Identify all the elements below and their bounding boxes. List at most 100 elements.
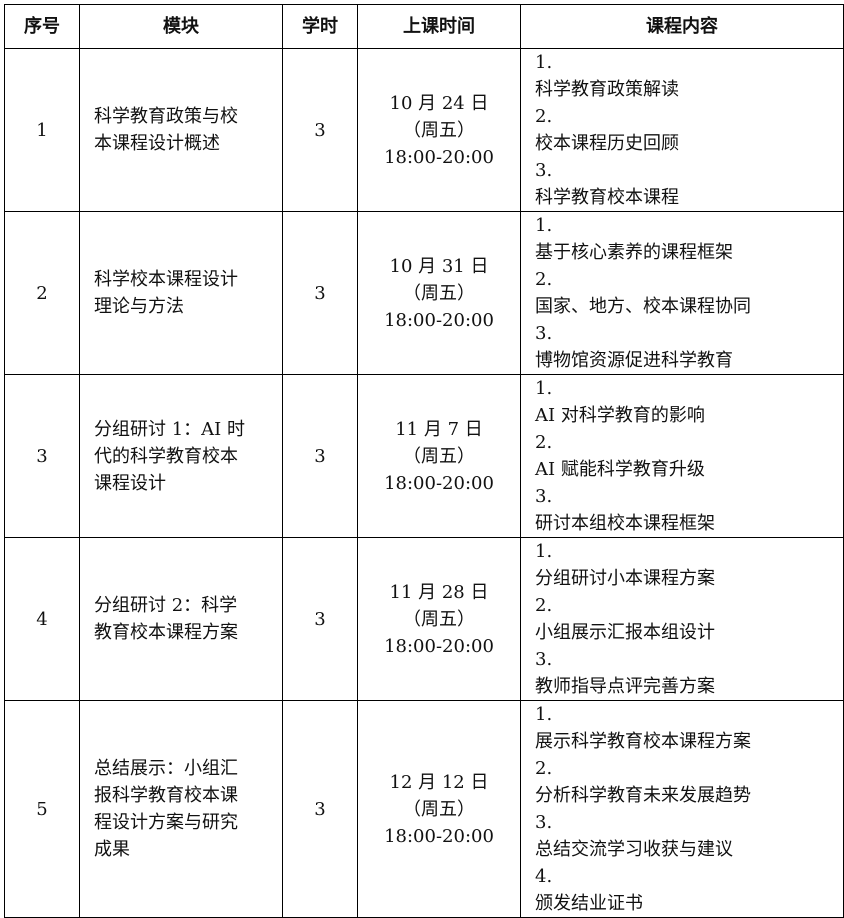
date-text: 11 月 7 日 [395, 418, 483, 440]
hours-cell: 3 [282, 537, 358, 701]
header-module: 模块 [79, 4, 283, 49]
content-list-item: 1. 科学教育政策解读 [535, 49, 843, 103]
list-text: 科学教育校本课程 [535, 187, 679, 208]
module-text-line: 成果 [94, 839, 130, 860]
time-cell: 10 月 24 日 （周五） 18:00-20:00 [357, 48, 521, 212]
content-list-item: 1. AI 对科学教育的影响 [535, 375, 843, 429]
list-text: 国家、地方、校本课程协同 [535, 296, 751, 317]
module-text-line: 报科学教育校本课 [94, 785, 238, 806]
module-cell: 总结展示：小组汇 报科学教育校本课 程设计方案与研究 成果 [79, 700, 283, 918]
list-number: 2. [535, 106, 553, 127]
index-cell: 5 [4, 700, 80, 918]
table-row: 3 分组研讨 1：AI 时代的科学教育校本 课程设计 3 11 月 7 日（周五） 18:… [4, 374, 844, 538]
module-text-line: 总结展示：小组汇 [94, 758, 238, 779]
content-list-item: 4. 颁发结业证书 [535, 863, 843, 917]
content-list-item: 1. 基于核心素养的课程框架 [535, 212, 843, 266]
date-text: 10 月 24 日 [389, 92, 489, 114]
content-list-item: 3. 教师指导点评完善方案 [535, 646, 843, 700]
hours-cell: 3 [282, 374, 358, 538]
weekday-text: （周五） [403, 445, 475, 467]
list-text: AI 对科学教育的影响 [535, 405, 705, 426]
index-cell: 1 [4, 48, 80, 212]
time-range-text: 18:00-20:00 [384, 635, 494, 657]
weekday-text: （周五） [403, 282, 475, 304]
time-cell: 12 月 12 日 （周五） 18:00-20:00 [357, 700, 521, 918]
list-text: 校本课程历史回顾 [535, 133, 679, 154]
table-row: 2 科学校本课程设计 理论与方法 3 10 月 31 日（周五） 18:00-20:00 1… [4, 211, 844, 375]
content-cell: 1. 基于核心素养的课程框架 2. 国家、地方、校本课程协同 3. 博物馆资源促进科学教育 [520, 211, 844, 375]
list-text: 教师指导点评完善方案 [535, 676, 715, 697]
list-text: AI 赋能科学教育升级 [535, 459, 705, 480]
time-cell: 11 月 28 日 （周五） 18:00-20:00 [357, 537, 521, 701]
content-cell: 1. 科学教育政策解读 2. 校本课程历史回顾 3. 科学教育校本课程 [520, 48, 844, 212]
header-row: 序号 模块 学时 上课时间 课程内容 [4, 4, 844, 49]
list-number: 3. [535, 160, 553, 181]
date-text: 11 月 28 日 [389, 581, 489, 603]
list-text: 总结交流学习收获与建议 [535, 839, 733, 860]
weekday-text: （周五） [403, 608, 475, 630]
header-content: 课程内容 [520, 4, 844, 49]
content-list-item: 3. 科学教育校本课程 [535, 157, 843, 211]
list-number: 1. [535, 378, 553, 399]
list-text: 分析科学教育未来发展趋势 [535, 785, 751, 806]
weekday-text: （周五） [403, 798, 475, 820]
module-text-line: 理论与方法 [94, 296, 184, 317]
list-number: 3. [535, 649, 553, 670]
module-text-line: 分组研讨 2：科学 [94, 595, 238, 616]
module-text-line: 代的科学教育校本 [94, 445, 238, 467]
list-text: 基于核心素养的课程框架 [535, 242, 733, 263]
module-text-line: 教育校本课程方案 [94, 622, 238, 643]
module-cell: 分组研讨 2：科学 教育校本课程方案 [79, 537, 283, 701]
date-text: 10 月 31 日 [389, 255, 489, 277]
list-text: 颁发结业证书 [535, 893, 643, 914]
weekday-text: （周五） [403, 119, 475, 141]
list-number: 2. [535, 595, 553, 616]
time-range-text: 18:00-20:00 [384, 146, 494, 168]
list-text: 小组展示汇报本组设计 [535, 622, 715, 643]
module-cell: 分组研讨 1：AI 时代的科学教育校本 课程设计 [79, 374, 283, 538]
hours-cell: 3 [282, 211, 358, 375]
module-text-line: 科学校本课程设计 [94, 269, 238, 290]
content-list-item: 1. 展示科学教育校本课程方案 [535, 701, 843, 755]
time-range-text: 18:00-20:00 [384, 309, 494, 331]
list-number: 4. [535, 866, 553, 887]
list-number: 1. [535, 52, 553, 73]
list-number: 3. [535, 812, 553, 833]
header-index: 序号 [4, 4, 80, 49]
list-number: 3. [535, 486, 553, 507]
index-cell: 3 [4, 374, 80, 538]
time-range-text: 18:00-20:00 [384, 825, 494, 847]
content-cell: 1. 分组研讨小本课程方案 2. 小组展示汇报本组设计 3. 教师指导点评完善方案 [520, 537, 844, 701]
content-list-item: 2. AI 赋能科学教育升级 [535, 429, 843, 483]
content-list-item: 3. 研讨本组校本课程框架 [535, 483, 843, 537]
time-range-text: 18:00-20:00 [384, 472, 494, 494]
content-list-item: 2. 小组展示汇报本组设计 [535, 592, 843, 646]
list-text: 科学教育政策解读 [535, 79, 679, 100]
list-text: 分组研讨小本课程方案 [535, 568, 715, 589]
list-number: 1. [535, 704, 553, 725]
list-number: 1. [535, 215, 553, 236]
module-text-line: 本课程设计概述 [94, 133, 220, 154]
module-text-line: 科学教育政策与校 [94, 106, 238, 127]
module-cell: 科学教育政策与校 本课程设计概述 [79, 48, 283, 212]
list-number: 2. [535, 432, 553, 453]
list-text: 展示科学教育校本课程方案 [535, 731, 751, 752]
list-number: 1. [535, 541, 553, 562]
date-text: 12 月 12 日 [389, 771, 489, 793]
table-row: 4 分组研讨 2：科学 教育校本课程方案 3 11 月 28 日（周五） 18:00-20… [4, 537, 844, 701]
module-cell: 科学校本课程设计 理论与方法 [79, 211, 283, 375]
module-text-line: 分组研讨 1：AI 时 [94, 418, 246, 440]
module-text-line: 课程设计 [94, 472, 166, 494]
table-row: 1 科学教育政策与校 本课程设计概述 3 10 月 24 日（周五） 18:00-20:0… [4, 48, 844, 212]
list-text: 研讨本组校本课程框架 [535, 513, 715, 534]
content-list-item: 3. 博物馆资源促进科学教育 [535, 320, 843, 374]
table-row: 5 总结展示：小组汇 报科学教育校本课 程设计方案与研究 成果 3 12 月 12 日 （周五… [4, 700, 844, 918]
content-list-item: 1. 分组研讨小本课程方案 [535, 538, 843, 592]
list-number: 2. [535, 269, 553, 290]
list-number: 2. [535, 758, 553, 779]
time-cell: 11 月 7 日 （周五） 18:00-20:00 [357, 374, 521, 538]
content-list-item: 2. 国家、地方、校本课程协同 [535, 266, 843, 320]
hours-cell: 3 [282, 700, 358, 918]
content-cell: 1. 展示科学教育校本课程方案 2. 分析科学教育未来发展趋势 3. 总结交流学习收获与建… [520, 700, 844, 918]
list-number: 3. [535, 323, 553, 344]
